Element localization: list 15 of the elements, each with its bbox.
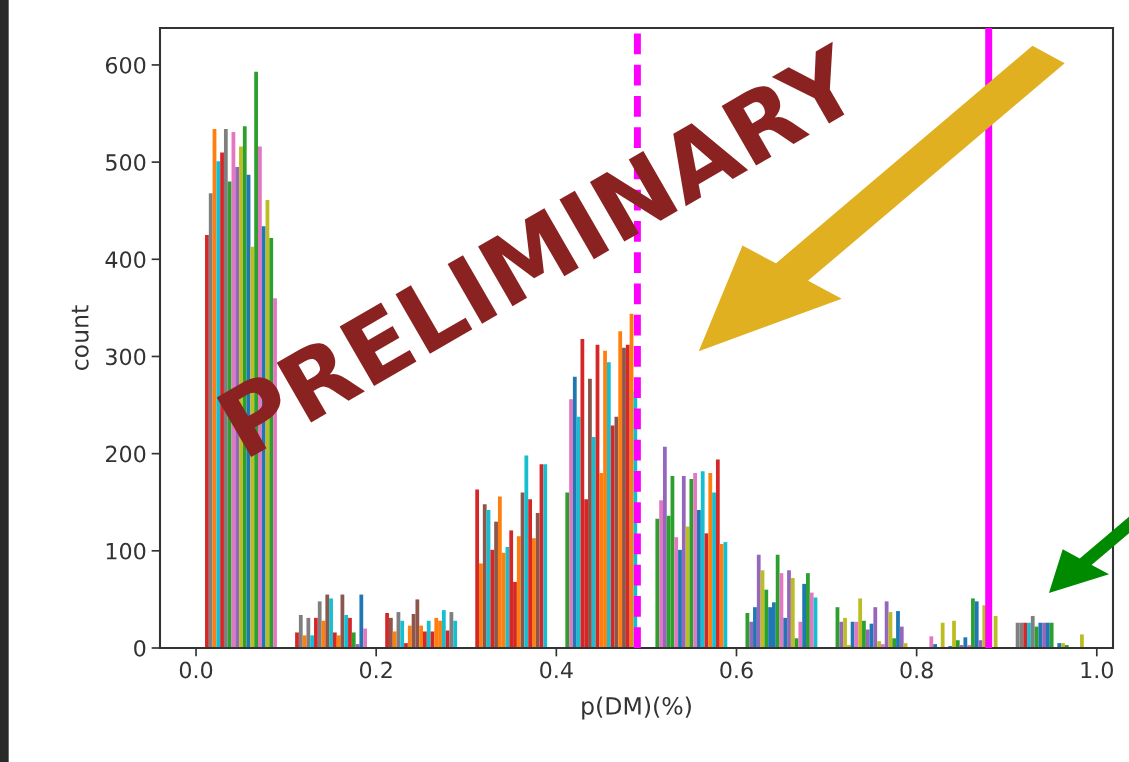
x-tick-label: 0.4 [540,661,573,679]
x-tick-label: 0.8 [900,661,933,679]
x-tick-label: 1.0 [1081,661,1113,679]
y-tick-label: 500 [106,154,146,171]
x-tick-label: 0.0 [179,661,213,679]
y-tick-label: 0 [134,639,146,657]
y-axis-title: count [71,305,89,370]
x-tick-label: 0.6 [720,661,753,679]
y-tick-label: 400 [105,251,146,269]
x-axis-title: p(DM)(%) [582,696,691,720]
x-tick-label: 0.2 [359,661,392,679]
y-tick-label: 300 [106,348,146,366]
y-tick-label: 600 [105,56,146,74]
y-tick-label: 200 [106,445,146,463]
y-tick-label: 100 [106,542,146,560]
